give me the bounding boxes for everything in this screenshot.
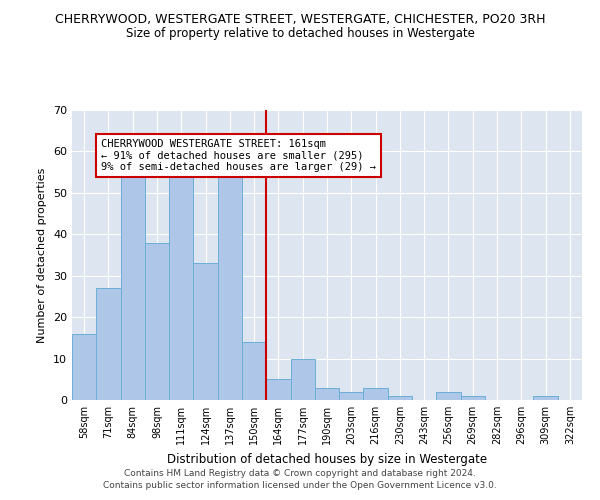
Bar	[461, 396, 485, 400]
Bar	[315, 388, 339, 400]
Text: CHERRYWOOD, WESTERGATE STREET, WESTERGATE, CHICHESTER, PO20 3RH: CHERRYWOOD, WESTERGATE STREET, WESTERGAT…	[55, 12, 545, 26]
Bar	[121, 164, 145, 400]
Bar	[266, 380, 290, 400]
Bar	[169, 160, 193, 400]
Bar	[290, 358, 315, 400]
Bar	[364, 388, 388, 400]
Bar	[436, 392, 461, 400]
Bar	[242, 342, 266, 400]
Bar	[96, 288, 121, 400]
Bar	[193, 264, 218, 400]
Bar	[145, 242, 169, 400]
Text: CHERRYWOOD WESTERGATE STREET: 161sqm
← 91% of detached houses are smaller (295)
: CHERRYWOOD WESTERGATE STREET: 161sqm ← 9…	[101, 139, 376, 172]
Bar	[72, 334, 96, 400]
Bar	[218, 164, 242, 400]
Y-axis label: Number of detached properties: Number of detached properties	[37, 168, 47, 342]
Bar	[339, 392, 364, 400]
X-axis label: Distribution of detached houses by size in Westergate: Distribution of detached houses by size …	[167, 452, 487, 466]
Bar	[388, 396, 412, 400]
Text: Contains HM Land Registry data © Crown copyright and database right 2024.: Contains HM Land Registry data © Crown c…	[124, 468, 476, 477]
Text: Size of property relative to detached houses in Westergate: Size of property relative to detached ho…	[125, 28, 475, 40]
Bar	[533, 396, 558, 400]
Text: Contains public sector information licensed under the Open Government Licence v3: Contains public sector information licen…	[103, 481, 497, 490]
